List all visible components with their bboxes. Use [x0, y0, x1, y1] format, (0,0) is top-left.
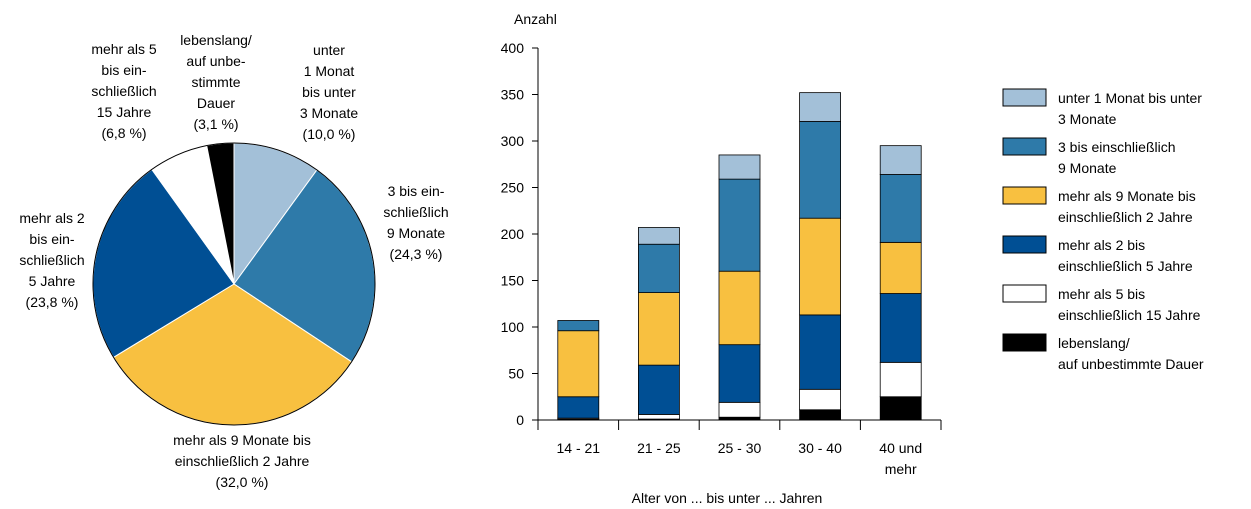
- bar-segment: [718, 401, 761, 418]
- bar-axes: 0 50 100 150 200 250 300 350 400 Anzahl Alter von …: [501, 11, 942, 506]
- x-tick-label: 30 - 40: [798, 440, 842, 456]
- bar-segment: [557, 320, 600, 332]
- bar-segment: [718, 270, 761, 346]
- y-tick-label: 100: [501, 319, 525, 335]
- pie-label-3bis9: 3 bis ein-schließlich 9 Monate (24,3 %): [383, 183, 448, 262]
- legend: unter 1 Monat bis unter 3 Monate 3 bis ein…: [1002, 88, 1204, 372]
- bar-segment: [799, 121, 841, 219]
- pie-label-unter1: unter 1 Monat bis unter 3 Monate (10,0 %): [300, 42, 359, 142]
- bar-segment: [879, 145, 922, 175]
- legend-label: mehr als 9 Monate bis einschließlich 2 Ja…: [1058, 188, 1196, 225]
- y-tick-label: 50: [508, 366, 524, 382]
- bar-segment: [638, 227, 680, 245]
- y-tick-label: 0: [516, 412, 524, 428]
- bar-segment: [718, 344, 761, 403]
- x-tick-label: 21 - 25: [637, 440, 681, 456]
- bar-segment: [638, 364, 680, 415]
- legend-label: mehr als 5 bis einschließlich 15 Jahre: [1058, 286, 1201, 323]
- legend-swatch: [1002, 284, 1047, 303]
- pie-label-2bis5: mehr als 2 bis ein-schließlich 5 Jahre (23,…: [19, 210, 85, 310]
- legend-label: lebenslang/auf unbestimmte Dauer: [1058, 335, 1204, 372]
- pie-chart: [92, 142, 376, 426]
- bar-segment: [718, 416, 761, 421]
- x-tick-label: 25 - 30: [718, 440, 762, 456]
- bar-segment: [799, 217, 841, 316]
- bar-segment: [879, 361, 922, 398]
- bar-segment: [799, 388, 841, 411]
- y-tick-label: 250: [501, 180, 525, 196]
- stacked-bar-chart: [557, 92, 922, 421]
- legend-label: unter 1 Monat bis unter 3 Monate: [1058, 90, 1202, 127]
- legend-label: 3 bis einschließlich 9 Monate: [1058, 139, 1176, 176]
- bar-segment: [879, 241, 922, 294]
- legend-swatch: [1002, 235, 1047, 254]
- bar-segment: [799, 409, 841, 421]
- pie-labels: unter 1 Monat bis unter 3 Monate (10,0 %) 3 b…: [19, 32, 448, 490]
- legend-swatch: [1002, 137, 1047, 156]
- legend-swatch: [1002, 88, 1047, 107]
- bar-segment: [718, 154, 761, 180]
- pie-outline: [92, 142, 376, 426]
- bar-segment: [638, 243, 680, 293]
- bar-segment: [879, 293, 922, 363]
- y-axis-title: Anzahl: [514, 11, 557, 27]
- legend-swatch: [1002, 186, 1047, 205]
- legend-label: mehr als 2 bis einschließlich 5 Jahre: [1058, 237, 1193, 274]
- pie-label-5bis15: mehr als 5 bis ein-schließlich 15 Jahre (6,…: [91, 41, 157, 141]
- bar-segment: [557, 396, 600, 419]
- x-tick-label: 14 - 21: [557, 440, 601, 456]
- pie-label-9mbis2j: mehr als 9 Monate bis einschließlich 2 Ja…: [173, 432, 311, 490]
- y-tick-label: 400: [501, 40, 525, 56]
- bar-segment: [638, 414, 680, 420]
- legend-swatch: [1002, 333, 1047, 352]
- bar-segment: [799, 314, 841, 390]
- bar-segment: [557, 330, 600, 398]
- y-tick-label: 200: [501, 226, 525, 242]
- y-tick-label: 350: [501, 87, 525, 103]
- pie-label-lebenslang: lebenslang/auf unbe-stimmte Dauer (3,1 %): [180, 32, 252, 132]
- y-tick-label: 150: [501, 273, 525, 289]
- bar-segment: [638, 292, 680, 366]
- bar-segment: [879, 174, 922, 243]
- x-tick-label: 40 und mehr: [879, 440, 922, 477]
- x-axis-title: Alter von ... bis unter ... Jahren: [632, 490, 823, 506]
- y-tick-label: 300: [501, 133, 525, 149]
- bar-segment: [879, 396, 922, 421]
- bar-segment: [799, 92, 841, 122]
- bar-segment: [718, 178, 761, 272]
